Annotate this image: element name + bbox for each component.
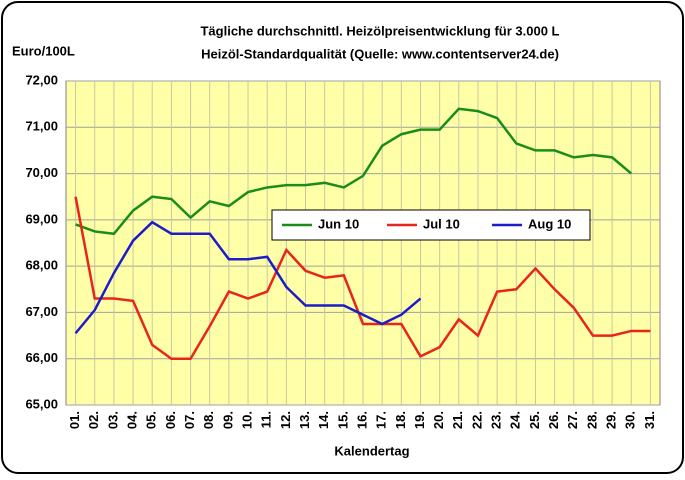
legend-label: Jun 10	[318, 216, 359, 231]
y-tick-label: 66,00	[25, 350, 58, 365]
x-tick-label: 25.	[527, 411, 542, 429]
y-tick-label: 67,00	[25, 304, 58, 319]
x-tick-label: 20.	[431, 411, 446, 429]
x-tick-label: 04.	[125, 411, 140, 429]
legend-label: Aug 10	[528, 216, 571, 231]
x-tick-label: 14.	[316, 411, 331, 429]
x-tick-label: 02.	[86, 411, 101, 429]
x-tick-label: 21.	[450, 411, 465, 429]
y-tick-label: 68,00	[25, 258, 58, 273]
chart-subtitle: Heizöl-Standardqualität (Quelle: www.con…	[201, 46, 559, 61]
x-tick-label: 13.	[297, 411, 312, 429]
y-tick-label: 72,00	[25, 72, 58, 87]
legend-label: Jul 10	[423, 216, 460, 231]
x-tick-label: 31.	[642, 411, 657, 429]
y-tick-label: 70,00	[25, 165, 58, 180]
x-tick-label: 10.	[239, 411, 254, 429]
x-tick-label: 17.	[374, 411, 389, 429]
x-tick-label: 03.	[105, 411, 120, 429]
x-tick-label: 26.	[546, 411, 561, 429]
y-tick-label: 65,00	[25, 396, 58, 411]
x-tick-label: 05.	[144, 411, 159, 429]
x-tick-label: 27.	[565, 411, 580, 429]
legend	[271, 209, 591, 241]
x-tick-label: 12.	[278, 411, 293, 429]
x-tick-label: 01.	[67, 411, 82, 429]
x-tick-label: 06.	[163, 411, 178, 429]
series-line	[75, 107, 633, 236]
x-tick-label: 07.	[182, 411, 197, 429]
x-tick-label: 16.	[354, 411, 369, 429]
y-axis-label: Euro/100L	[12, 43, 75, 58]
x-tick-label: 29.	[604, 411, 619, 429]
x-axis-label: Kalendertag	[334, 443, 409, 458]
x-tick-label: 09.	[220, 411, 235, 429]
x-tick-label: 23.	[489, 411, 504, 429]
chart-title: Tägliche durchschnittl. Heizölpreisentwi…	[200, 23, 559, 38]
x-tick-label: 24.	[508, 411, 523, 429]
x-tick-label: 22.	[469, 411, 484, 429]
x-tick-label: 08.	[201, 411, 216, 429]
y-tick-label: 71,00	[25, 119, 58, 134]
y-tick-label: 69,00	[25, 211, 58, 226]
x-tick-label: 18.	[393, 411, 408, 429]
x-tick-label: 11.	[259, 411, 274, 428]
series-line	[74, 220, 422, 335]
x-tick-label: 19.	[412, 411, 427, 429]
series-line	[74, 196, 651, 360]
x-tick-label: 28.	[584, 411, 599, 429]
x-tick-label: 15.	[335, 411, 350, 429]
x-tick-label: 30.	[623, 411, 638, 429]
